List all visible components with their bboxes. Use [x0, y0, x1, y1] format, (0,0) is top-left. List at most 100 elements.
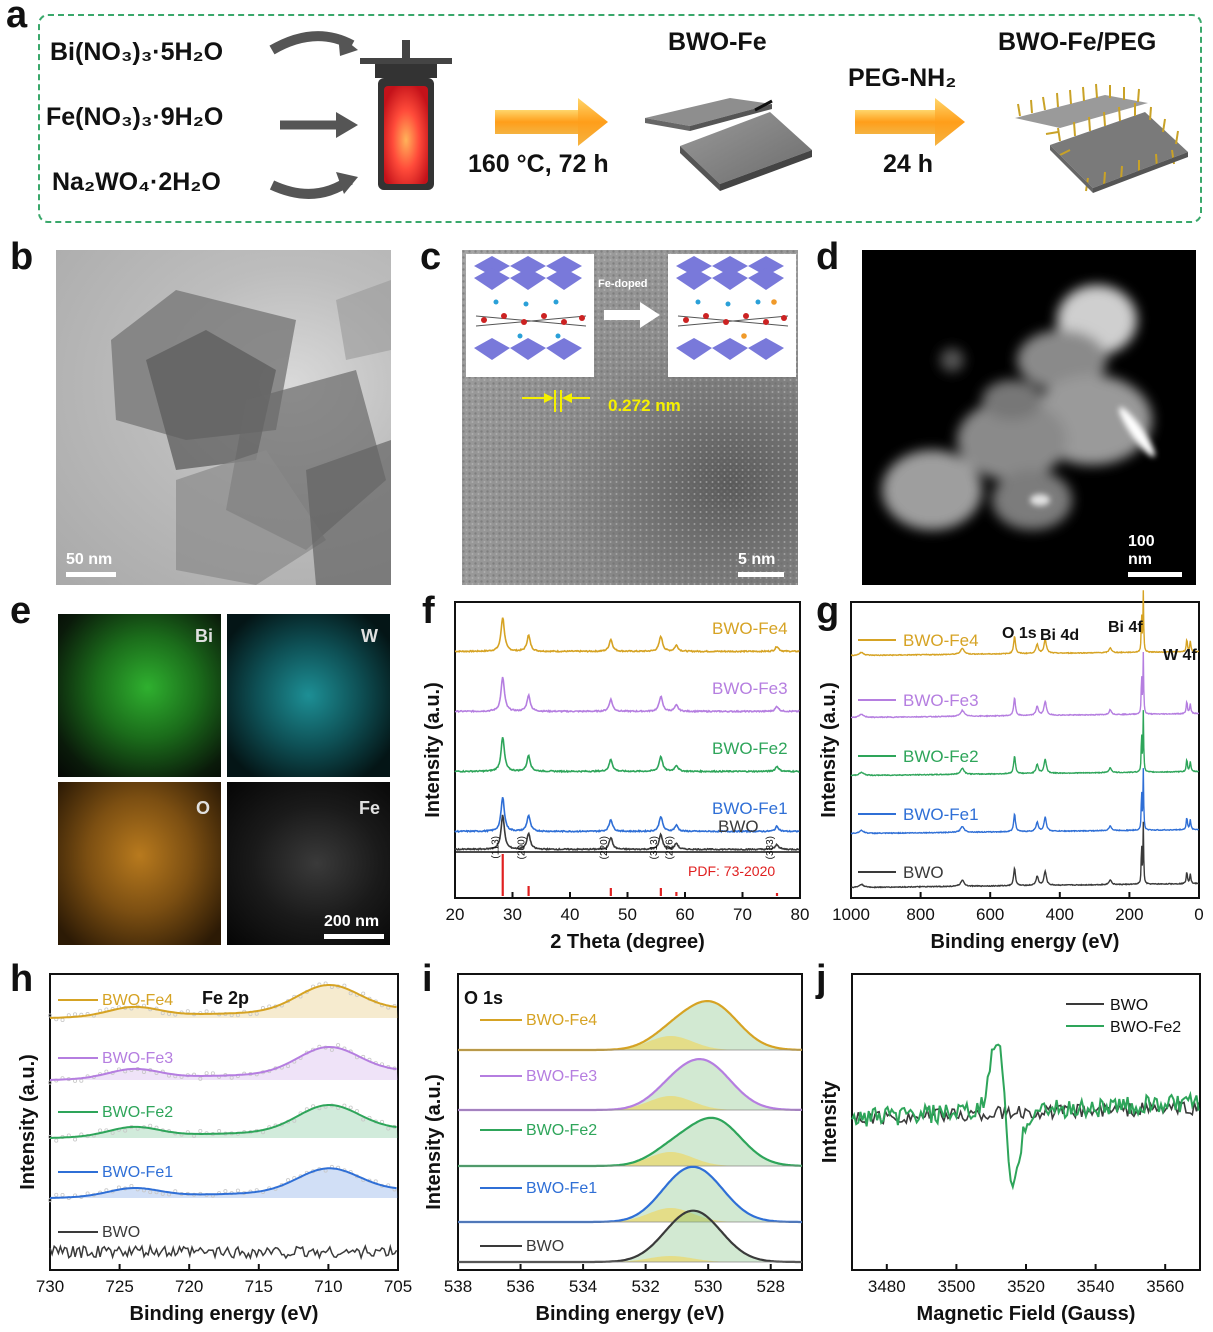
chart-g-ylabel: Intensity (a.u.) — [818, 682, 840, 818]
fe2p-raw-point — [317, 1044, 322, 1049]
fe2p-raw-point — [129, 1067, 134, 1072]
fe2p-raw-point — [329, 1047, 334, 1052]
fe2p-raw-point — [286, 1119, 291, 1124]
fe2p-raw-point — [185, 1191, 190, 1196]
nanosheet-icon — [645, 98, 812, 191]
o1s-fit-line — [458, 1116, 802, 1168]
fe2p-raw-point — [267, 1125, 272, 1130]
o1s-legend-label: BWO-Fe2 — [526, 1122, 597, 1139]
fe2p-raw-point — [204, 1193, 209, 1198]
haadf-particle-icon — [882, 285, 1155, 530]
fe2p-raw-point — [279, 1182, 284, 1187]
fe2p-raw-point — [123, 1186, 128, 1191]
xrd-series-line — [454, 736, 800, 774]
fe2p-legend-label: BWO-Fe2 — [102, 1104, 173, 1121]
reagent-fe: Fe(NO₃)₃·9H₂O — [46, 103, 224, 131]
eds-label-o: O — [196, 798, 211, 818]
fe2p-raw-point — [386, 1183, 391, 1188]
xps-survey-line — [850, 768, 1199, 835]
o1s-sub-area — [458, 1208, 802, 1222]
hrtem-image: Fe-doped 0.272 nm 5 nm — [462, 250, 798, 585]
panel-letter-c: c — [420, 236, 442, 278]
o1s-legend-label: BWO-Fe3 — [526, 1068, 597, 1085]
fe2p-raw-point — [329, 984, 334, 989]
reagent-bi: Bi(NO₃)₃·5H₂O — [50, 38, 224, 66]
fe2p-raw-point — [198, 1191, 203, 1196]
fe2p-raw-point — [123, 1128, 128, 1133]
chart-f-xtick-label: 70 — [733, 905, 752, 924]
xps-legend-label: BWO-Fe4 — [903, 631, 979, 650]
fe2p-raw-point — [273, 1004, 278, 1009]
scheme-frame — [38, 14, 1202, 223]
fe2p-raw-point — [66, 1196, 71, 1201]
chart-g-xlabel: Binding energy (eV) — [931, 931, 1120, 953]
chart-i-xtick-label: 532 — [631, 1277, 659, 1296]
fe2p-raw-point — [292, 1118, 297, 1123]
fe2p-raw-point — [235, 1188, 240, 1193]
fe2p-raw-point — [98, 1008, 103, 1013]
fe2p-raw-point — [110, 1130, 115, 1135]
fe2p-raw-point — [116, 1067, 121, 1072]
fe2p-raw-point — [91, 1133, 96, 1138]
fe2p-raw-point — [79, 1012, 84, 1017]
fe2p-raw-point — [348, 1170, 353, 1175]
haadf-image: 100 nm — [862, 250, 1196, 585]
chart-g-xtick-label: 400 — [1046, 905, 1074, 924]
fe2p-raw-point — [210, 1010, 215, 1015]
chart-f-xlabel: 2 Theta (degree) — [550, 931, 704, 953]
fe2p-raw-point — [254, 1011, 259, 1016]
xps-survey-line — [850, 710, 1200, 777]
chart-h-xtick-label: 715 — [245, 1277, 273, 1296]
fe2p-raw-point — [242, 1071, 247, 1076]
fe2p-raw-point — [179, 1132, 184, 1137]
fe2p-raw-point — [223, 1012, 228, 1017]
fe2p-raw-point — [192, 1072, 197, 1077]
panel-letter-e: e — [10, 590, 32, 632]
fe2p-raw-point — [116, 1005, 121, 1010]
fe2p-raw-point — [273, 1123, 278, 1128]
fe2p-raw-point — [48, 1134, 53, 1139]
chart-j-xtick-label: 3500 — [937, 1277, 975, 1296]
fe2p-fill-area — [50, 1047, 398, 1080]
fe2p-raw-point — [60, 1134, 65, 1139]
o1s-fill-area — [458, 1117, 802, 1166]
fe2p-raw-point — [79, 1132, 84, 1137]
xrd-series-label: BWO-Fe1 — [712, 799, 788, 818]
xrd-series-line — [454, 814, 800, 852]
panel-letter-j: j — [816, 958, 827, 1000]
fe2p-raw-point — [123, 1069, 128, 1074]
chart-h-xtick-label: 705 — [384, 1277, 412, 1296]
fe2p-raw-point — [85, 1134, 90, 1139]
fe2p-raw-point — [386, 1005, 391, 1010]
fe2p-raw-point — [192, 1133, 197, 1138]
fe2p-raw-point — [91, 1013, 96, 1018]
fe2p-raw-point — [104, 1128, 109, 1133]
xrd-series-label: BWO — [718, 817, 759, 836]
chart-j-xtick-label: 3560 — [1146, 1277, 1184, 1296]
fe2p-raw-point — [286, 1064, 291, 1069]
fe2p-raw-point — [267, 1069, 272, 1074]
fe2p-raw-point — [229, 1131, 234, 1136]
fe2p-raw-point — [279, 1122, 284, 1127]
chart-i-xlabel: Binding energy (eV) — [536, 1303, 725, 1325]
fe2p-raw-point — [361, 1054, 366, 1059]
fe2p-fit-line — [49, 1167, 397, 1199]
xrd-hkl-label: (200) — [517, 836, 528, 859]
xps-legend-label: BWO — [903, 863, 944, 882]
xrd-hkl-label: (220) — [599, 836, 610, 859]
xrd-series-label: BWO-Fe3 — [712, 679, 788, 698]
fe2p-raw-point — [298, 994, 303, 999]
xps-peak-annotation: W 4f — [1163, 647, 1197, 664]
chart-g-frame — [850, 601, 1200, 899]
chart-g-xtick-label: 200 — [1115, 905, 1143, 924]
chart-f-frame — [454, 601, 801, 899]
xps-survey-line — [851, 821, 1199, 889]
fe2p-raw-point — [286, 999, 291, 1004]
fe2p-legend-label: BWO — [102, 1224, 140, 1241]
chart-f-xtick-label: 20 — [446, 905, 465, 924]
fe2p-raw-point — [217, 1074, 222, 1079]
xps-peak-annotation: Bi 4f — [1108, 619, 1143, 636]
fe2p-raw-point — [386, 1126, 391, 1131]
fe2p-raw-point — [173, 1074, 178, 1079]
fe2p-raw-point — [229, 1191, 234, 1196]
